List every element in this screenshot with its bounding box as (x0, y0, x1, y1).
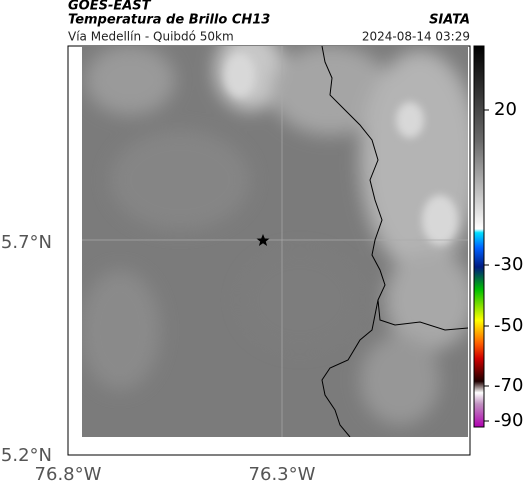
colorbar (473, 45, 485, 428)
colorbar-tick-label: -30 (494, 254, 523, 275)
latitude-label: 5.2°N (1, 445, 52, 466)
header-product: Temperatura de Brillo CH13 (68, 13, 270, 28)
header-source: GOES-EAST (68, 0, 152, 14)
colorbar-tick-label: -70 (494, 375, 523, 396)
header-timestamp: 2024-08-14 03:29 (362, 30, 470, 44)
latitude-label: 5.7°N (1, 232, 52, 253)
longitude-label: 76.3°W (249, 464, 316, 485)
colorbar-tick-label: -50 (494, 315, 523, 336)
colorbar-tick-label: 20 (494, 99, 517, 120)
header-region: Vía Medellín - Quibdó 50km (68, 30, 234, 44)
colorbar-tick-label: -90 (494, 410, 523, 431)
longitude-label: 76.8°W (35, 464, 102, 485)
colorbar-ticks: 20 -30 -50 -70 -90 (484, 99, 523, 431)
satellite-image (82, 46, 468, 437)
header-org: SIATA (429, 13, 470, 28)
